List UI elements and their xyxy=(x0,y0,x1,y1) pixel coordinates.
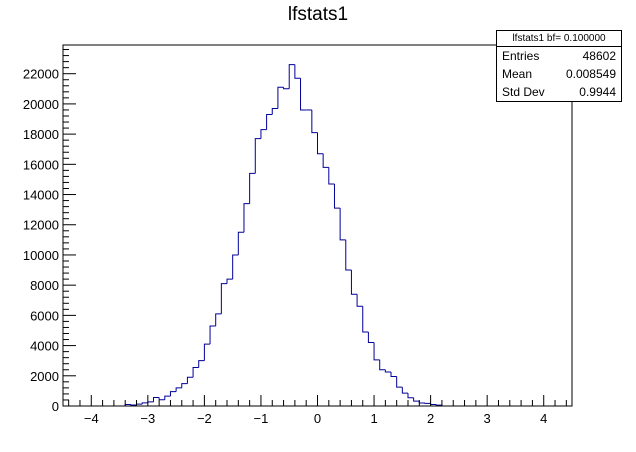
histogram-bin xyxy=(311,109,318,134)
histogram-bin xyxy=(220,283,228,314)
histogram-bin xyxy=(345,239,352,271)
stats-value: 0.9944 xyxy=(579,85,616,99)
histogram-bin xyxy=(328,167,335,185)
histogram-bin xyxy=(147,401,154,403)
histogram-bin xyxy=(203,343,211,361)
histogram-bin xyxy=(333,183,341,209)
histogram-bin xyxy=(277,86,284,109)
histogram-bin xyxy=(300,78,307,111)
histogram-bin xyxy=(418,401,425,404)
histogram-bin xyxy=(249,172,256,204)
stats-box-title: lfstats1 bf= 0.100000 xyxy=(497,31,621,47)
histogram-bin xyxy=(243,203,250,233)
x-axis: −4 −3 −2 −1 0 1 2 3 4 xyxy=(68,395,567,426)
histogram-bin xyxy=(186,376,194,384)
histogram-bin xyxy=(339,208,346,241)
stats-value: 48602 xyxy=(582,49,616,63)
histogram-bin xyxy=(384,369,392,373)
histogram-bin xyxy=(215,313,222,326)
stats-row-std-dev: Std Dev 0.9944 xyxy=(497,83,621,101)
x-tick-label: −4 xyxy=(84,411,99,426)
histogram-bin xyxy=(169,391,177,397)
histogram-bin xyxy=(362,306,369,333)
histogram-bin xyxy=(413,397,420,402)
histogram-bin xyxy=(317,132,324,155)
x-tick-label: 1 xyxy=(370,411,377,426)
y-tick-label: 22000 xyxy=(23,67,59,82)
histogram-bin xyxy=(141,402,148,405)
histogram-bin xyxy=(373,342,380,361)
x-tick-label: 3 xyxy=(484,411,491,426)
y-tick-label: 6000 xyxy=(30,308,59,323)
histogram-bin xyxy=(237,231,244,255)
histogram-bin xyxy=(254,138,261,174)
y-tick-label: 18000 xyxy=(23,127,59,142)
y-tick-label: 16000 xyxy=(23,157,59,172)
y-axis: 0 2000 4000 6000 8000 10000 12000 14000 16000 180… xyxy=(23,49,76,414)
histogram-bin xyxy=(356,294,363,307)
y-tick-label: 20000 xyxy=(23,97,59,112)
histogram-bin xyxy=(266,113,273,130)
y-tick-label: 10000 xyxy=(23,248,59,263)
histogram-bin xyxy=(198,360,205,368)
histogram-bin xyxy=(294,64,301,79)
histogram-bin xyxy=(192,366,199,378)
x-tick-label: 2 xyxy=(427,411,434,426)
y-tick-label: 14000 xyxy=(23,188,59,203)
histogram-bin xyxy=(152,397,160,402)
y-tick-label: 4000 xyxy=(30,339,59,354)
stats-label: Std Dev xyxy=(502,85,545,99)
histogram-bin xyxy=(350,270,358,295)
stats-value: 0.008549 xyxy=(565,67,616,81)
x-tick-label: −2 xyxy=(197,411,212,426)
x-tick-label: −1 xyxy=(254,411,269,426)
y-tick-label: 8000 xyxy=(30,278,59,293)
histogram-bin xyxy=(367,331,375,344)
histogram-bin xyxy=(396,376,403,388)
histogram-bin xyxy=(390,372,397,378)
histogram-bin xyxy=(407,393,414,399)
histogram-bars xyxy=(124,64,443,406)
histogram-bin xyxy=(175,387,182,392)
histogram-bin xyxy=(232,254,239,280)
histogram-bin xyxy=(271,107,278,115)
histogram-bin xyxy=(226,278,233,284)
y-tick-label: 2000 xyxy=(30,369,59,384)
histogram-bin xyxy=(322,153,329,168)
histogram-bin xyxy=(164,395,171,400)
stats-label: Mean xyxy=(502,67,533,81)
histogram-bin xyxy=(401,387,408,394)
histogram-bin xyxy=(260,129,267,139)
histogram-bin xyxy=(158,397,165,401)
y-tick-label: 12000 xyxy=(23,218,59,233)
stats-row-mean: Mean 0.008549 xyxy=(497,65,621,83)
x-tick-label: −3 xyxy=(140,411,155,426)
chart-title: lfstats1 xyxy=(287,4,349,25)
histogram-bin xyxy=(181,383,188,388)
x-tick-label: 4 xyxy=(540,411,547,426)
y-tick-label: 0 xyxy=(52,399,59,414)
histogram-bin xyxy=(136,403,143,405)
histogram-bin xyxy=(430,403,437,405)
x-tick-label: 0 xyxy=(314,411,321,426)
histogram-bin xyxy=(283,87,290,90)
histogram-bin xyxy=(209,325,216,345)
stats-box: lfstats1 bf= 0.100000 Entries 48602 Mean… xyxy=(496,30,622,102)
stats-row-entries: Entries 48602 xyxy=(497,47,621,65)
histogram-bin xyxy=(288,64,295,89)
stats-label: Entries xyxy=(502,49,540,63)
histogram-bin xyxy=(379,359,386,371)
